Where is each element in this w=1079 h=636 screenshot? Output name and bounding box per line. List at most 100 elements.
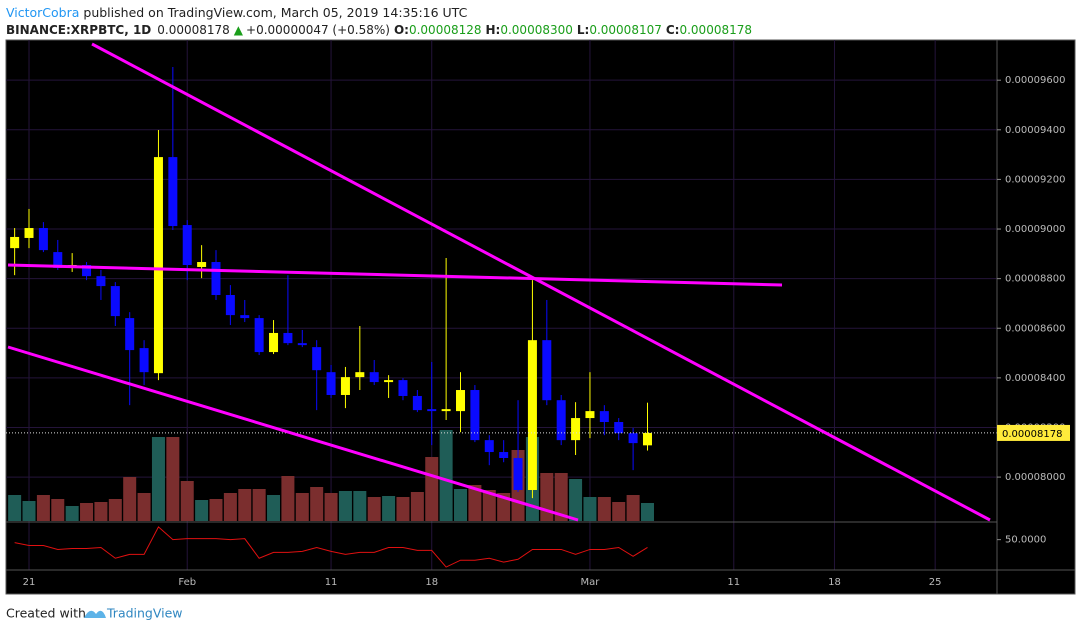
candle-body	[642, 432, 652, 446]
candle-body	[499, 452, 509, 458]
volume-bar	[583, 497, 597, 521]
volume-bar	[267, 495, 281, 521]
candle-body	[182, 225, 192, 265]
candle-body	[168, 157, 178, 227]
y-tick-label: 0.00009000	[1005, 224, 1065, 235]
volume-bar	[295, 493, 309, 521]
volume-bar	[338, 491, 352, 521]
candle-body	[139, 348, 149, 373]
candle-body	[269, 332, 279, 353]
o-value: 0.00008128	[409, 23, 482, 37]
oscillator	[14, 526, 648, 568]
volume-bar	[94, 502, 108, 521]
candle-body	[527, 340, 537, 490]
x-tick-label: Feb	[178, 577, 196, 588]
last-price-box	[997, 424, 1070, 441]
volume-bar	[180, 481, 194, 521]
volume-bar	[324, 493, 338, 521]
oscillator-line	[14, 526, 648, 568]
change: +0.00000047 (+0.58%)	[246, 23, 390, 37]
candle-body	[542, 340, 552, 401]
volume-bar	[640, 503, 654, 521]
volume-bar	[123, 477, 137, 521]
candle-body	[225, 295, 235, 316]
candle-body	[556, 400, 566, 441]
volume-bar	[439, 430, 453, 521]
footer-text: Created with	[6, 606, 86, 621]
y-tick-label: 0.00009400	[1005, 125, 1065, 136]
y-tick-label: 0.00009600	[1005, 75, 1065, 86]
candle-body	[470, 390, 480, 441]
header-line-1: VictorCobra published on TradingView.com…	[6, 5, 468, 20]
candle-body	[628, 433, 638, 444]
volume-bar	[626, 495, 640, 521]
osc-tick-label: 50.0000	[1005, 535, 1046, 546]
candle-body	[211, 262, 221, 296]
c-value: 0.00008178	[679, 23, 752, 37]
candle-body	[427, 409, 437, 412]
candle-body	[110, 286, 120, 317]
last-price-label: 0.00008178	[1002, 429, 1062, 440]
candle-body	[326, 372, 336, 395]
candle-body	[197, 262, 207, 267]
candle-body	[484, 440, 494, 453]
volume-bar	[612, 502, 626, 521]
x-tick-label: Mar	[581, 577, 601, 588]
x-tick-label: 18	[425, 577, 438, 588]
volume-bar	[468, 485, 482, 521]
volume-bar	[396, 497, 410, 521]
candle-body	[614, 422, 624, 434]
candle-body	[585, 411, 595, 419]
y-tick-label: 0.00009200	[1005, 174, 1065, 185]
c-label: C:	[666, 23, 680, 37]
trend-line	[7, 345, 579, 522]
candle-body	[153, 157, 163, 374]
candle-body	[24, 228, 34, 238]
volume-bar	[36, 495, 50, 521]
volume-bar	[482, 490, 496, 521]
candle-body	[384, 380, 394, 383]
l-label: L:	[577, 23, 589, 37]
x-tick-label: 21	[23, 577, 36, 588]
volume-bar	[80, 503, 94, 521]
candle-body	[571, 418, 581, 441]
candle-body	[513, 457, 523, 490]
volume-bar	[353, 491, 367, 521]
volume-bar	[151, 437, 165, 521]
header-line-2: BINANCE:XRPBTC, 1D 0.00008178 ▲ +0.00000047…	[6, 23, 752, 37]
volume-bar	[166, 437, 180, 521]
y-tick-label: 0.00008600	[1005, 323, 1065, 334]
candle-body	[82, 264, 92, 277]
candle-body	[254, 318, 264, 353]
candle-body	[297, 343, 307, 346]
volume-bar	[51, 499, 65, 521]
volume-bar	[252, 489, 266, 521]
y-tick-label: 0.00008800	[1005, 274, 1065, 285]
volume-bar	[137, 493, 151, 521]
y-tick-label: 0.00008000	[1005, 472, 1065, 483]
h-label: H:	[486, 23, 501, 37]
price: 0.00008178	[157, 23, 230, 37]
trend-line	[7, 263, 783, 287]
candle-body	[38, 228, 48, 251]
o-label: O:	[394, 23, 409, 37]
volume-bar	[410, 492, 424, 521]
candle-body	[456, 390, 466, 412]
volume-bar	[238, 489, 252, 521]
candle-body	[599, 411, 609, 423]
candles	[6, 67, 997, 499]
candle-body	[312, 347, 322, 371]
candle-body	[398, 380, 408, 396]
logo	[84, 610, 106, 618]
arrow: ▲	[234, 23, 244, 37]
volume-bar	[281, 476, 295, 521]
volume-bar	[597, 497, 611, 521]
published: published on TradingView.com, March 05, …	[79, 5, 467, 20]
y-tick-label: 0.00008400	[1005, 373, 1065, 384]
volume-bar	[540, 473, 554, 521]
volume-bar	[554, 473, 568, 521]
candle-body	[240, 315, 250, 319]
candle-body	[441, 409, 451, 412]
